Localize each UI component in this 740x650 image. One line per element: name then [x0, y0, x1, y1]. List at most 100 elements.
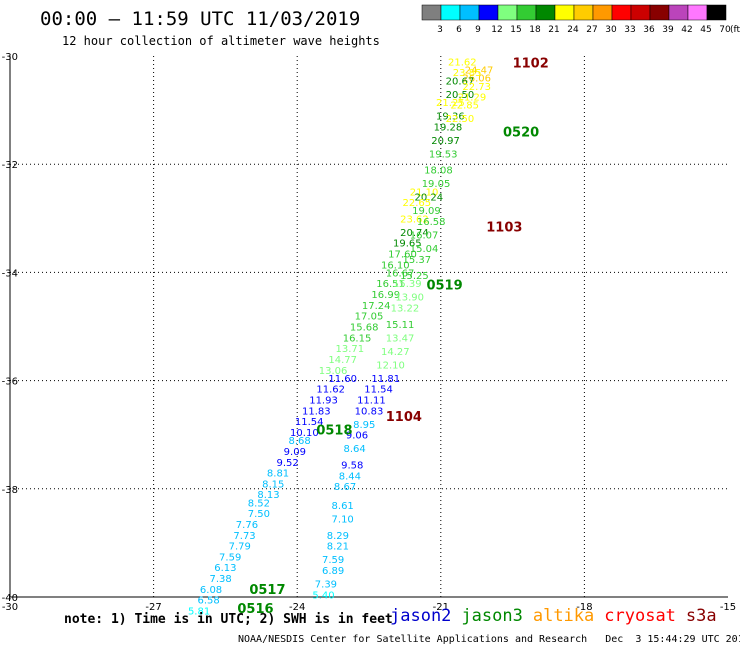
wave-height-value: 15.04 [410, 244, 439, 255]
page-subtitle: 12 hour collection of altimeter wave hei… [62, 34, 380, 48]
pass-time-label: 0518 [316, 423, 352, 438]
wave-height-value: 6.89 [322, 566, 344, 577]
wave-height-value: 7.38 [209, 574, 231, 585]
wave-height-value: 8.95 [353, 420, 375, 431]
y-tick-label: -34 [2, 268, 18, 279]
legend-label: 30 [605, 25, 617, 35]
wave-height-value: 6.13 [214, 563, 236, 574]
wave-height-value: 8.52 [248, 498, 270, 509]
wave-height-value: 14.77 [328, 355, 357, 366]
wave-height-value: 8.44 [339, 471, 361, 482]
wave-height-value: 19.28 [434, 122, 463, 133]
satellite-name: jason2 [390, 606, 452, 626]
wave-height-value: 9.52 [276, 458, 298, 469]
wave-height-value: 20.24 [415, 193, 444, 204]
wave-height-value: 19.36 [436, 112, 465, 123]
wave-height-value: 8.21 [327, 542, 349, 553]
wave-height-value: 22.73 [462, 82, 491, 93]
wave-height-value: 11.93 [309, 396, 338, 407]
wave-height-value: 23.62 [400, 214, 429, 225]
wave-height-value: 22.65 [403, 198, 432, 209]
satellite-legend: jason2 jason3 altika cryosat s3a [390, 606, 727, 626]
x-tick-label: -18 [576, 602, 592, 613]
wave-height-value: 15.11 [386, 320, 415, 331]
wave-height-value: 13.47 [386, 333, 415, 344]
wave-height-value: 16.15 [343, 333, 372, 344]
wave-height-value: 8.81 [267, 469, 289, 480]
legend-label: 15 [510, 25, 521, 35]
wave-height-value: 11.11 [357, 396, 386, 407]
wave-height-value: 21.29 [458, 93, 487, 104]
wave-height-value: 12.10 [376, 360, 405, 371]
wave-height-value: 19.65 [393, 239, 422, 250]
x-tick-label: -24 [289, 602, 305, 613]
pass-time-label: 1104 [386, 410, 422, 425]
wave-height-value: 19.53 [429, 149, 458, 160]
pass-time-label: 1103 [486, 220, 522, 235]
wave-height-value: 17.24 [362, 301, 391, 312]
wave-height-value: 7.76 [236, 520, 258, 531]
pass-time-label: 0520 [503, 126, 539, 141]
wave-height-value: 19.09 [412, 206, 441, 217]
wave-height-value: 21.62 [448, 57, 477, 68]
legend-label: 9 [475, 25, 481, 35]
wave-height-value: 15.37 [403, 255, 432, 266]
pass-time-label: 0519 [426, 278, 462, 293]
wave-height-value: 11.54 [295, 417, 324, 428]
wave-height-value: 7.59 [322, 555, 344, 566]
wave-height-value: 8.61 [332, 501, 354, 512]
satellite-name: altika [532, 606, 595, 626]
wave-height-value: 14.27 [381, 347, 410, 358]
wave-height-value: 11.54 [364, 385, 393, 396]
legend-label: 33 [624, 25, 635, 35]
wave-height-value: 16.07 [410, 231, 439, 242]
y-tick-label: -40 [2, 593, 18, 604]
page-title: 00:00 – 11:59 UTC 11/03/2019 [40, 8, 361, 30]
wave-height-value: 9.09 [284, 447, 306, 458]
wave-height-value: 10.83 [355, 406, 384, 417]
wave-height-value: 8.68 [288, 436, 310, 447]
wave-height-value: 7.79 [229, 542, 251, 553]
wave-height-value: 15.68 [350, 323, 379, 334]
wave-height-value: 24.47 [465, 66, 494, 77]
legend-label: 24 [567, 25, 579, 35]
wave-height-value: 8.29 [327, 531, 349, 542]
legend-label: 42 [681, 25, 692, 35]
legend-unit: (ft) [730, 25, 740, 35]
wave-height-value: 13.06 [319, 366, 348, 377]
footnote: note: 1) Time is in UTC; 2) SWH is in fe… [64, 612, 393, 627]
wave-height-value: 11.81 [371, 374, 400, 385]
legend-label: 3 [437, 25, 443, 35]
pass-time-label: 0516 [237, 602, 273, 617]
wave-height-value: 21.25 [436, 98, 465, 109]
wave-height-value: 22.50 [446, 114, 475, 125]
x-tick-label: -30 [2, 602, 18, 613]
legend-label: 21 [548, 25, 559, 35]
y-tick-label: -32 [2, 160, 18, 171]
wave-height-value: 13.71 [336, 344, 365, 355]
wave-height-value: 7.59 [219, 552, 241, 563]
satellite-name: jason3 [461, 606, 523, 626]
pass-time-label: 1102 [513, 56, 549, 71]
wave-height-value: 16.67 [386, 268, 415, 279]
legend-label: 39 [662, 25, 674, 35]
wave-height-value: 20.97 [431, 136, 460, 147]
legend-swatch [706, 4, 727, 21]
x-tick-label: -21 [433, 602, 449, 613]
wave-height-value: 9.06 [346, 431, 368, 442]
wave-height-value: 6.58 [198, 596, 220, 607]
wave-height-value: 13.90 [395, 293, 424, 304]
wave-height-value: 19.05 [422, 179, 451, 190]
legend-label: 36 [643, 25, 655, 35]
wave-height-value: 18.08 [424, 166, 453, 177]
wave-height-value: 17.05 [355, 312, 384, 323]
wave-height-value: 11.62 [316, 385, 345, 396]
wave-height-value: 20.74 [400, 228, 429, 239]
satellite-name: s3a [685, 606, 717, 626]
x-tick-label: -15 [720, 602, 736, 613]
wave-height-value: 8.15 [262, 479, 284, 490]
wave-height-value: 17.60 [388, 249, 417, 260]
legend-label: 45 [700, 25, 711, 35]
wave-height-value: 15.25 [400, 271, 429, 282]
wave-height-value: 11.60 [328, 374, 357, 385]
